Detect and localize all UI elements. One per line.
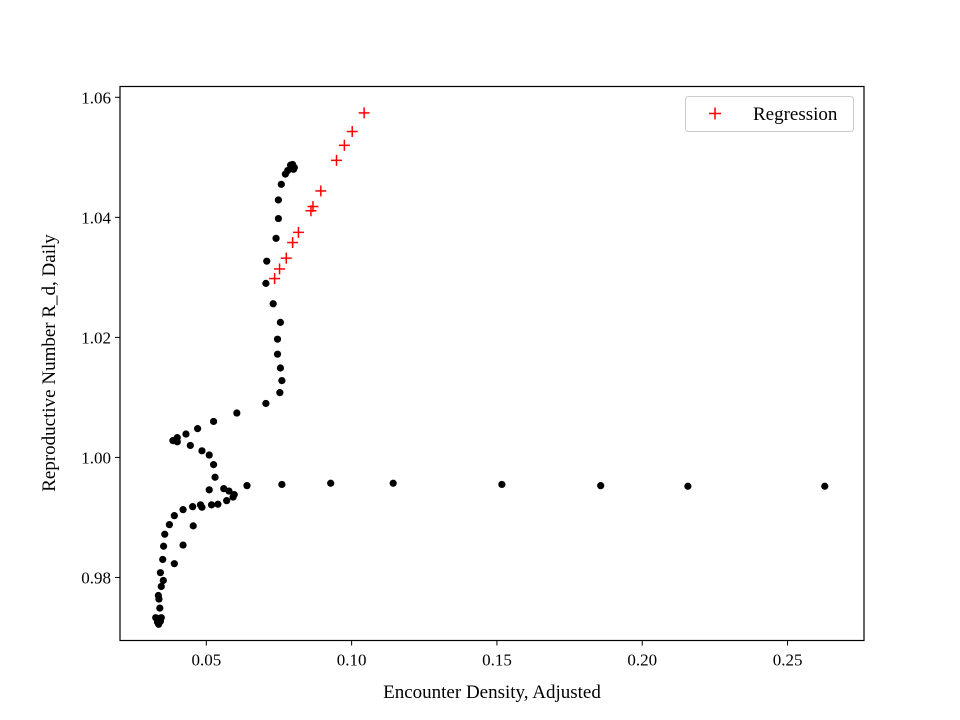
regression-point bbox=[346, 126, 358, 138]
data-point bbox=[156, 604, 164, 612]
data-point bbox=[684, 482, 692, 490]
legend-marker-regression bbox=[709, 107, 721, 120]
data-point bbox=[233, 409, 241, 417]
y-tick-label: 1.04 bbox=[81, 208, 111, 227]
data-point bbox=[243, 482, 251, 490]
data-point bbox=[498, 480, 506, 489]
data-point bbox=[179, 541, 187, 549]
data-point bbox=[209, 461, 218, 469]
data-point bbox=[198, 447, 206, 455]
data-point bbox=[273, 335, 282, 343]
data-point bbox=[220, 485, 228, 493]
series-observed bbox=[152, 160, 829, 628]
legend: Regression bbox=[685, 96, 854, 132]
data-point bbox=[272, 234, 280, 242]
x-tick-label: 0.15 bbox=[482, 651, 512, 670]
data-point bbox=[263, 257, 271, 265]
regression-point bbox=[280, 252, 292, 264]
data-point bbox=[156, 569, 164, 577]
x-axis: 0.05 0.10 0.15 0.20 0.25 bbox=[191, 640, 803, 670]
data-point bbox=[327, 479, 335, 487]
regression-point bbox=[307, 201, 319, 213]
data-point bbox=[274, 214, 282, 223]
data-point bbox=[289, 165, 298, 173]
data-point bbox=[205, 486, 213, 494]
data-point bbox=[170, 512, 178, 520]
regression-point bbox=[331, 154, 343, 166]
data-point bbox=[205, 451, 213, 459]
data-point bbox=[173, 434, 181, 442]
legend-label-regression: Regression bbox=[753, 104, 838, 125]
x-tick-label: 0.10 bbox=[337, 651, 367, 670]
data-point bbox=[182, 430, 190, 438]
y-tick-label: 1.02 bbox=[81, 328, 111, 347]
data-point bbox=[159, 576, 167, 585]
data-point bbox=[154, 591, 162, 600]
data-point bbox=[223, 497, 231, 505]
series-regression bbox=[269, 107, 370, 285]
x-tick-label: 0.05 bbox=[191, 651, 221, 670]
regression-point bbox=[287, 237, 299, 249]
data-point bbox=[211, 473, 219, 481]
data-point bbox=[230, 491, 238, 499]
data-point bbox=[170, 560, 178, 568]
regression-point bbox=[315, 185, 327, 197]
regression-point bbox=[274, 263, 286, 275]
data-point bbox=[193, 425, 202, 433]
regression-point bbox=[292, 226, 304, 238]
data-point bbox=[214, 500, 222, 508]
x-tick-label: 0.20 bbox=[627, 651, 657, 670]
data-point bbox=[209, 417, 218, 426]
data-point bbox=[159, 542, 168, 550]
axes-frame bbox=[119, 85, 865, 642]
data-point bbox=[273, 350, 282, 358]
y-tick-label: 1.00 bbox=[81, 448, 111, 467]
data-point bbox=[157, 582, 165, 591]
data-point bbox=[277, 180, 285, 188]
regression-point bbox=[338, 139, 350, 151]
plot-area bbox=[152, 107, 829, 628]
regression-point bbox=[358, 107, 370, 119]
data-point bbox=[821, 482, 829, 490]
y-tick-label: 0.98 bbox=[81, 568, 111, 587]
data-point bbox=[597, 482, 605, 490]
y-tick-label: 1.06 bbox=[81, 88, 111, 107]
regression-point bbox=[269, 273, 281, 285]
data-point bbox=[262, 399, 270, 408]
y-axis-label: Reproductive Number R_d, Daily bbox=[39, 234, 60, 492]
data-point bbox=[179, 506, 187, 514]
data-point bbox=[284, 166, 292, 175]
x-axis-label: Encounter Density, Adjusted bbox=[383, 682, 601, 703]
data-point bbox=[276, 318, 285, 326]
x-tick-label: 0.25 bbox=[773, 651, 803, 670]
data-point bbox=[165, 521, 174, 529]
data-point bbox=[207, 501, 216, 509]
data-point bbox=[389, 479, 397, 487]
data-point bbox=[278, 480, 286, 489]
data-point bbox=[159, 555, 167, 564]
data-point bbox=[198, 503, 206, 511]
data-point bbox=[161, 530, 169, 538]
legend-box bbox=[685, 96, 854, 132]
data-point bbox=[276, 389, 284, 397]
data-point bbox=[157, 614, 165, 622]
data-point bbox=[278, 377, 286, 385]
data-point bbox=[276, 364, 285, 372]
data-point bbox=[274, 196, 282, 204]
data-point bbox=[262, 279, 270, 287]
data-point bbox=[269, 300, 277, 308]
data-point bbox=[189, 503, 197, 511]
data-point bbox=[186, 441, 194, 450]
data-point bbox=[189, 522, 197, 530]
y-axis: 0.98 1.00 1.02 1.04 1.06 bbox=[81, 88, 120, 587]
